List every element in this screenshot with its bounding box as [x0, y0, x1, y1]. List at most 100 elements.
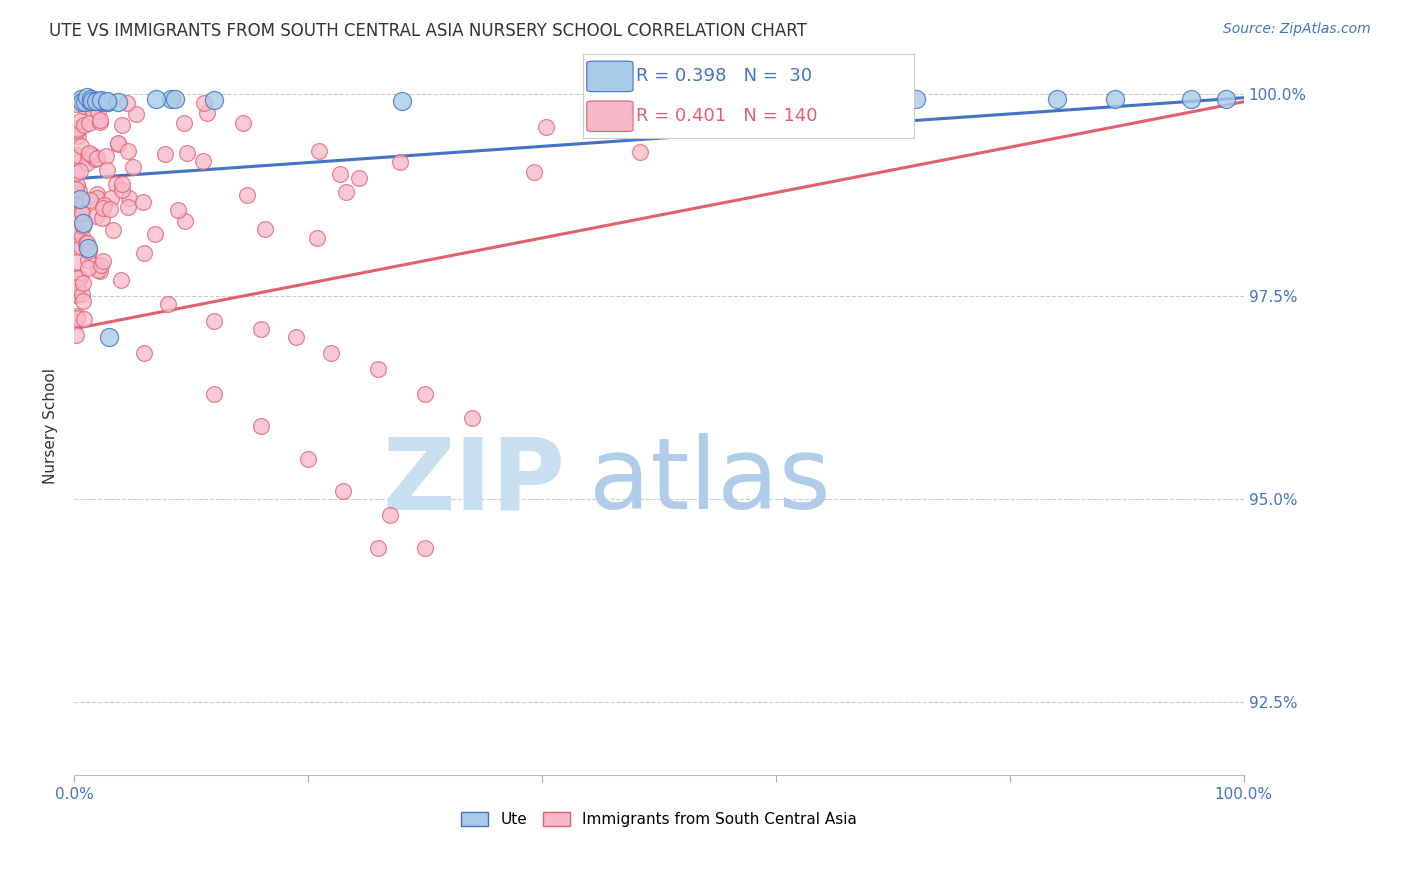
- Point: [232, 116, 254, 130]
- Point: [70, 198, 93, 212]
- Point: [70, 286, 93, 301]
- Point: [195, 105, 218, 120]
- Point: [156, 297, 179, 311]
- Point: [84, 210, 107, 224]
- Point: [70, 206, 93, 220]
- Point: [250, 419, 273, 434]
- Point: [90, 93, 112, 107]
- Point: [69, 184, 91, 198]
- Point: [91, 201, 114, 215]
- Point: [66, 255, 89, 269]
- Point: [79, 94, 101, 108]
- Point: [111, 177, 134, 191]
- Point: [76, 252, 98, 267]
- Text: R = 0.401   N = 140: R = 0.401 N = 140: [637, 107, 818, 125]
- Point: [335, 185, 357, 199]
- Point: [80, 103, 103, 117]
- Point: [86, 151, 108, 165]
- Point: [132, 195, 155, 210]
- Point: [77, 241, 100, 255]
- Point: [111, 118, 134, 132]
- Point: [101, 223, 124, 237]
- Point: [174, 213, 197, 227]
- Point: [98, 330, 121, 344]
- Point: [204, 386, 226, 401]
- Point: [96, 149, 118, 163]
- Point: [329, 168, 352, 182]
- Point: [79, 194, 101, 208]
- Point: [65, 97, 87, 112]
- Point: [523, 165, 546, 179]
- Point: [65, 286, 87, 301]
- Point: [66, 287, 89, 301]
- Point: [66, 150, 89, 164]
- Point: [77, 146, 100, 161]
- Point: [153, 147, 176, 161]
- Point: [69, 139, 91, 153]
- Point: [86, 94, 108, 108]
- Point: [86, 190, 108, 204]
- Point: [1046, 92, 1069, 106]
- Point: [96, 94, 118, 108]
- Point: [84, 94, 107, 108]
- Point: [98, 202, 121, 217]
- Point: [87, 104, 110, 119]
- Point: [67, 202, 90, 216]
- Point: [69, 164, 91, 178]
- Point: [65, 166, 87, 180]
- Point: [70, 240, 93, 254]
- Point: [79, 91, 101, 105]
- Point: [87, 263, 110, 277]
- Point: [166, 203, 188, 218]
- Point: [65, 280, 87, 294]
- Point: [66, 310, 89, 324]
- Point: [165, 92, 187, 106]
- Point: [96, 163, 118, 178]
- Point: [305, 231, 328, 245]
- Point: [91, 254, 114, 268]
- Point: [76, 156, 98, 170]
- FancyBboxPatch shape: [586, 62, 633, 92]
- Point: [534, 120, 557, 135]
- Y-axis label: Nursery School: Nursery School: [44, 368, 58, 484]
- Point: [236, 188, 259, 202]
- Point: [66, 148, 89, 162]
- Point: [66, 129, 89, 144]
- Point: [1104, 92, 1126, 106]
- Point: [65, 227, 87, 242]
- Point: [66, 310, 89, 325]
- Point: [70, 229, 93, 244]
- Point: [77, 116, 100, 130]
- Point: [204, 93, 226, 107]
- Point: [347, 170, 370, 185]
- Point: [145, 92, 167, 106]
- Point: [65, 239, 87, 253]
- Point: [143, 227, 166, 241]
- Point: [73, 95, 96, 110]
- Point: [66, 211, 89, 226]
- Point: [86, 187, 108, 202]
- Point: [332, 483, 354, 498]
- Point: [65, 121, 87, 136]
- Point: [117, 191, 139, 205]
- Point: [626, 105, 648, 120]
- Point: [70, 92, 93, 106]
- Point: [65, 270, 87, 285]
- Point: [66, 124, 89, 138]
- Point: [66, 279, 89, 293]
- Point: [173, 116, 195, 130]
- Point: [308, 144, 330, 158]
- Point: [107, 136, 129, 151]
- Point: [91, 95, 114, 109]
- Point: [89, 115, 111, 129]
- Point: [413, 386, 436, 401]
- Point: [76, 147, 98, 161]
- Point: [66, 224, 89, 238]
- Point: [67, 287, 90, 301]
- Point: [69, 113, 91, 128]
- Point: [84, 152, 107, 166]
- Point: [391, 94, 413, 108]
- Point: [91, 211, 114, 225]
- Point: [204, 314, 226, 328]
- Point: [72, 294, 94, 309]
